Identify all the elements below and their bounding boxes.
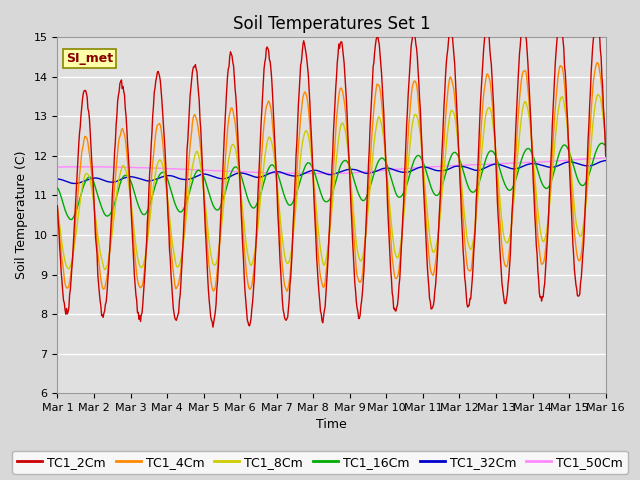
- TC1_8Cm: [63, 265, 71, 271]
- TC1_16Cm: [399, 191, 406, 197]
- TC1_16Cm: [598, 140, 605, 146]
- TC1_32Cm: [205, 172, 213, 178]
- TC1_2Cm: [602, 154, 609, 159]
- TC1_8Cm: [205, 240, 213, 245]
- TC1_32Cm: [602, 158, 609, 164]
- TC1_2Cm: [120, 89, 127, 95]
- Line: TC1_32Cm: TC1_32Cm: [58, 161, 605, 183]
- TC1_8Cm: [415, 121, 422, 127]
- TC1_2Cm: [209, 324, 217, 330]
- Text: SI_met: SI_met: [66, 52, 113, 65]
- TC1_8Cm: [54, 207, 61, 213]
- TC1_8Cm: [399, 223, 406, 229]
- TC1_2Cm: [175, 298, 183, 303]
- TC1_16Cm: [177, 209, 184, 215]
- TC1_4Cm: [63, 285, 71, 291]
- TC1_4Cm: [120, 130, 127, 135]
- TC1_16Cm: [415, 153, 422, 158]
- TC1_50Cm: [175, 166, 183, 172]
- TC1_8Cm: [594, 92, 602, 97]
- TC1_4Cm: [283, 288, 291, 294]
- TC1_50Cm: [63, 164, 71, 170]
- TC1_32Cm: [54, 176, 61, 182]
- TC1_4Cm: [593, 60, 601, 65]
- TC1_4Cm: [175, 276, 183, 282]
- TC1_32Cm: [121, 175, 129, 181]
- TC1_50Cm: [415, 165, 422, 170]
- TC1_2Cm: [593, 15, 601, 21]
- TC1_16Cm: [121, 173, 129, 179]
- TC1_50Cm: [54, 164, 61, 170]
- TC1_50Cm: [205, 168, 212, 173]
- TC1_50Cm: [315, 170, 323, 176]
- TC1_8Cm: [177, 259, 184, 265]
- Y-axis label: Soil Temperature (C): Soil Temperature (C): [15, 151, 28, 279]
- TC1_50Cm: [399, 166, 406, 172]
- TC1_4Cm: [54, 204, 61, 210]
- TC1_32Cm: [63, 179, 71, 185]
- TC1_16Cm: [67, 216, 75, 222]
- TC1_50Cm: [602, 155, 609, 161]
- TC1_4Cm: [602, 141, 609, 146]
- TC1_8Cm: [602, 133, 609, 139]
- TC1_2Cm: [399, 214, 406, 219]
- TC1_8Cm: [121, 164, 129, 170]
- TC1_2Cm: [415, 80, 422, 86]
- TC1_2Cm: [63, 311, 71, 317]
- TC1_16Cm: [205, 191, 213, 197]
- TC1_16Cm: [54, 185, 61, 191]
- TC1_8Cm: [101, 267, 109, 273]
- Line: TC1_2Cm: TC1_2Cm: [58, 18, 605, 327]
- TC1_4Cm: [415, 104, 422, 110]
- TC1_32Cm: [71, 180, 79, 186]
- TC1_32Cm: [177, 176, 184, 181]
- TC1_2Cm: [205, 287, 212, 293]
- TC1_32Cm: [415, 165, 422, 170]
- Line: TC1_8Cm: TC1_8Cm: [58, 95, 605, 270]
- X-axis label: Time: Time: [316, 419, 347, 432]
- TC1_50Cm: [120, 164, 127, 170]
- Title: Soil Temperatures Set 1: Soil Temperatures Set 1: [233, 15, 430, 33]
- TC1_16Cm: [602, 143, 609, 148]
- TC1_4Cm: [205, 256, 212, 262]
- Line: TC1_50Cm: TC1_50Cm: [58, 158, 605, 173]
- TC1_16Cm: [63, 213, 71, 218]
- TC1_4Cm: [399, 220, 406, 226]
- Line: TC1_4Cm: TC1_4Cm: [58, 62, 605, 291]
- Line: TC1_16Cm: TC1_16Cm: [58, 143, 605, 219]
- TC1_32Cm: [399, 169, 406, 175]
- Legend: TC1_2Cm, TC1_4Cm, TC1_8Cm, TC1_16Cm, TC1_32Cm, TC1_50Cm: TC1_2Cm, TC1_4Cm, TC1_8Cm, TC1_16Cm, TC1…: [12, 451, 628, 474]
- TC1_2Cm: [54, 203, 61, 209]
